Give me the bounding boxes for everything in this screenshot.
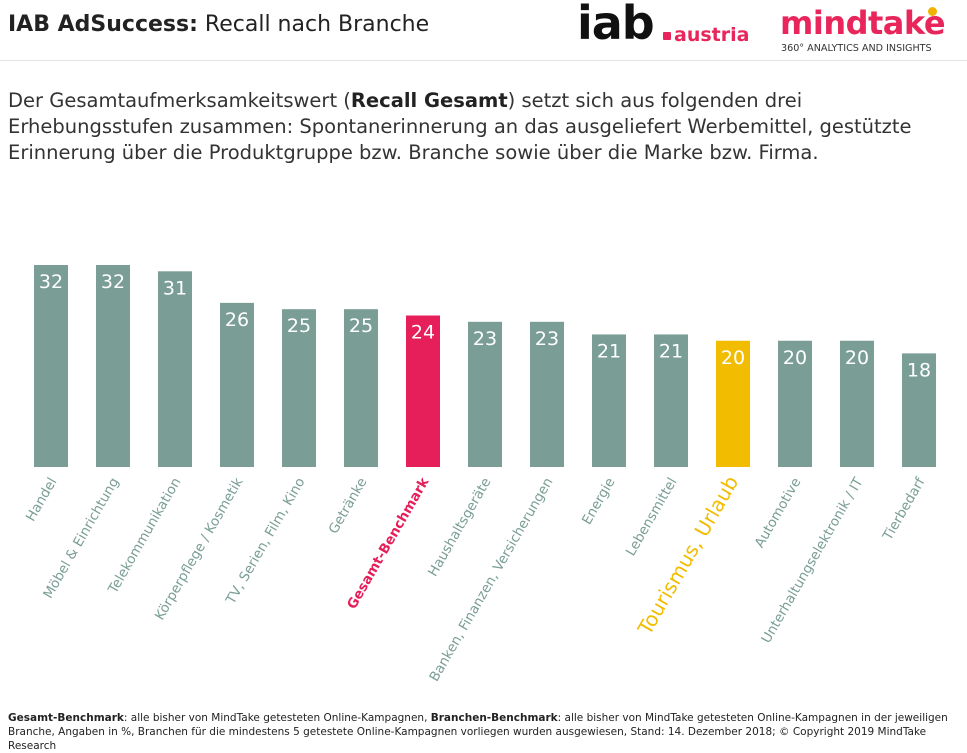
bar-automotive <box>778 340 812 467</box>
iab-logo-subtext: austria <box>674 24 750 46</box>
title-bold: IAB AdSuccess: <box>8 12 198 37</box>
category-label-energie: Energie <box>579 475 619 527</box>
category-label-banken-finanzen-versicherungen: Banken, Finanzen, Versicherungen <box>426 475 556 684</box>
value-label-energie: 21 <box>597 340 621 362</box>
category-label-handel: Handel <box>23 475 61 524</box>
value-label-telekommunikation: 31 <box>163 277 187 299</box>
intro-part2: ) setzt sich aus folgenden drei Erhebung… <box>8 89 912 164</box>
value-label-unterhaltungselektronik-it: 20 <box>845 347 869 369</box>
header: IAB AdSuccess: Recall nach Branche iab a… <box>0 0 967 62</box>
mindtake-logo-text: mindtake <box>780 4 946 42</box>
bar-banken-finanzen-versicherungen <box>530 321 564 467</box>
bar-haushaltsgeraete <box>468 321 502 467</box>
value-label-banken-finanzen-versicherungen: 23 <box>535 328 559 350</box>
mindtake-logo: mindtake 360° ANALYTICS AND INSIGHTS <box>780 4 960 56</box>
category-label-haushaltsgeraete: Haushaltsgeräte <box>425 475 494 579</box>
category-label-getraenke: Getränke <box>326 475 371 537</box>
bar-tierbedarf <box>902 353 936 467</box>
bar-koerperpflege-kosmetik <box>220 302 254 467</box>
value-label-lebensmittel: 21 <box>659 340 683 362</box>
footnote-bold-1: Gesamt-Benchmark <box>8 712 124 724</box>
bar-handel <box>34 265 68 467</box>
value-label-tierbedarf: 18 <box>907 359 931 381</box>
value-label-moebel-einrichtung: 32 <box>101 271 125 293</box>
value-label-tv-serien-film-kino: 25 <box>287 315 311 337</box>
category-label-tourismus-urlaub: Tourismus, Urlaub <box>632 472 743 640</box>
iab-logo-dot <box>663 32 671 40</box>
iab-austria-logo: iab austria <box>577 0 757 52</box>
bar-telekommunikation <box>158 271 192 467</box>
bar-tourismus-urlaub <box>716 340 750 467</box>
header-divider <box>0 60 967 61</box>
mindtake-logo-accent <box>928 7 937 16</box>
footnote-text-1: : alle bisher von MindTake getesteten On… <box>123 712 431 724</box>
bar-lebensmittel <box>654 334 688 467</box>
category-label-tierbedarf: Tierbedarf <box>879 474 929 544</box>
bar-unterhaltungselektronik-it <box>840 340 874 467</box>
page-title: IAB AdSuccess: Recall nach Branche <box>8 12 429 37</box>
mindtake-logo-tagline: 360° ANALYTICS AND INSIGHTS <box>781 43 932 54</box>
category-label-lebensmittel: Lebensmittel <box>623 475 681 559</box>
value-label-koerperpflege-kosmetik: 26 <box>225 309 249 331</box>
bar-chart: 32 32 31 26 25 25 24 23 23 21 21 20 20 20 18 HandelMöb… <box>23 265 936 685</box>
intro-part1: Der Gesamtaufmerksamkeitswert ( <box>8 89 351 112</box>
title-rest: Recall nach Branche <box>204 12 430 37</box>
bar-moebel-einrichtung <box>96 265 130 467</box>
intro-bold: Recall Gesamt <box>350 89 508 112</box>
footnote: Gesamt-Benchmark: alle bisher von MindTa… <box>8 711 966 753</box>
value-label-automotive: 20 <box>783 347 807 369</box>
chart-value-labels: 32 32 31 26 25 25 24 23 23 21 21 20 20 20 18 <box>39 271 931 381</box>
bar-gesamt-benchmark <box>406 315 440 467</box>
value-label-tourismus-urlaub: 20 <box>721 347 745 369</box>
bar-tv-serien-film-kino <box>282 309 316 467</box>
intro-text: Der Gesamtaufmerksamkeitswert (Recall Ge… <box>8 88 958 166</box>
value-label-handel: 32 <box>39 271 63 293</box>
value-label-haushaltsgeraete: 23 <box>473 328 497 350</box>
chart-bars <box>34 265 936 467</box>
bar-getraenke <box>344 309 378 467</box>
category-label-automotive: Automotive <box>752 475 805 551</box>
category-label-unterhaltungselektronik-it: Unterhaltungselektronik / IT <box>758 474 866 646</box>
iab-logo-text: iab <box>577 0 655 50</box>
footnote-bold-2: Branchen-Benchmark <box>430 712 558 724</box>
bar-energie <box>592 334 626 467</box>
value-label-gesamt-benchmark: 24 <box>411 322 435 344</box>
value-label-getraenke: 25 <box>349 315 373 337</box>
